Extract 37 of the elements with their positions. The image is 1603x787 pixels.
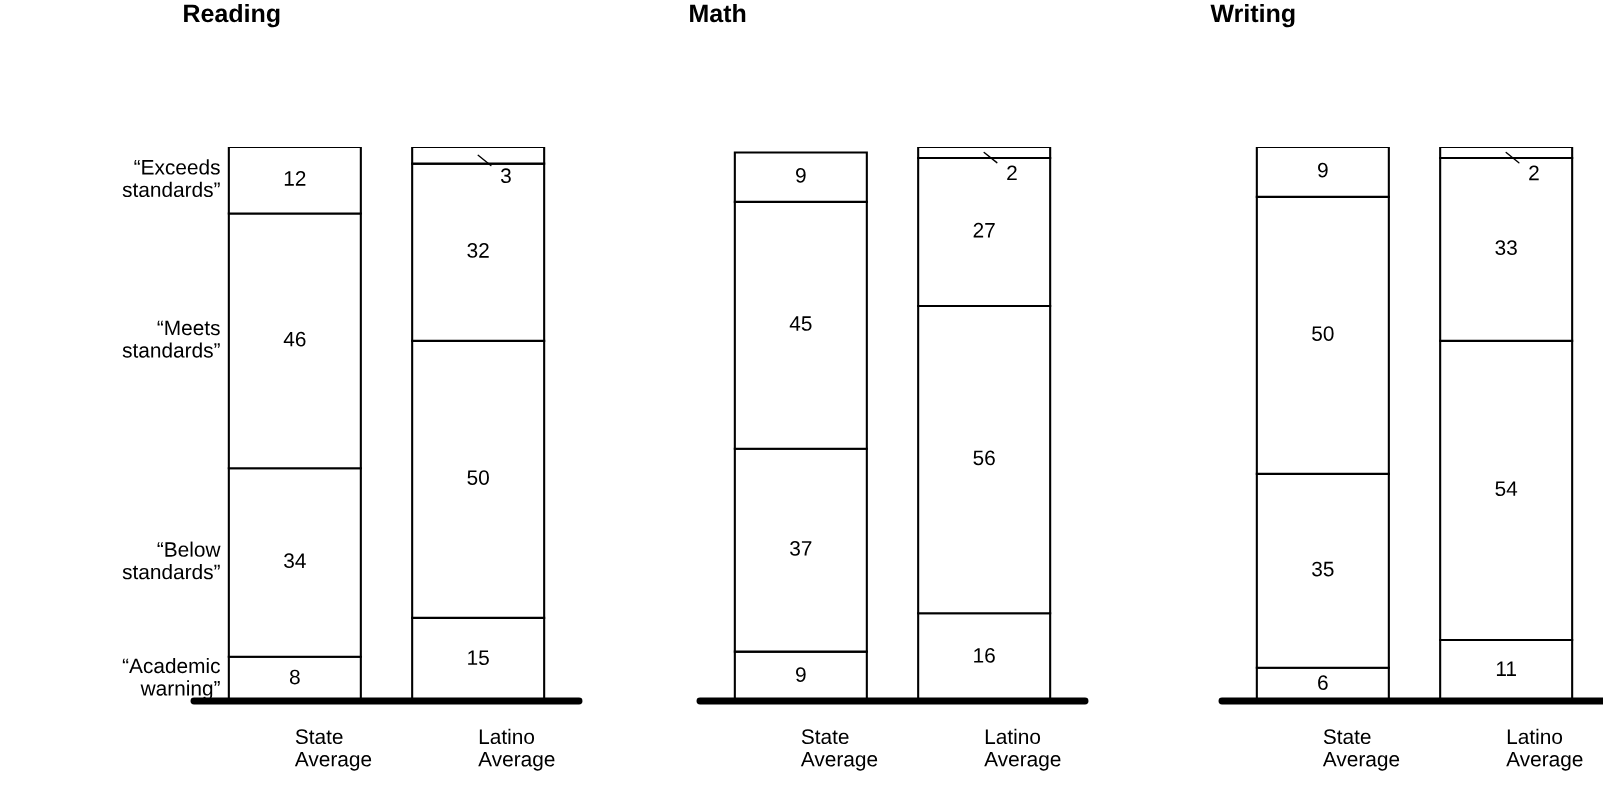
x-tick-label: State Average (800, 729, 878, 771)
data-label: 27 (973, 222, 995, 238)
data-label: 2 (1007, 165, 1017, 181)
chart-title: Writing (1210, 3, 1295, 28)
data-label: 50 (467, 470, 489, 485)
data-label: 45 (789, 316, 812, 331)
data-label: 3 (500, 168, 511, 184)
data-label: 6 (1318, 675, 1328, 690)
chart-title: Math (690, 3, 746, 23)
data-label: 16 (974, 647, 995, 663)
data-label: 9 (796, 667, 806, 682)
data-label: 37 (790, 541, 812, 556)
data-label: 11 (1496, 661, 1516, 676)
data-label: 34 (284, 553, 306, 569)
data-label: 33 (1495, 240, 1517, 256)
data-label: 56 (973, 450, 995, 466)
series-label: “Meets standards” (122, 320, 220, 358)
data-label: 50 (1312, 326, 1334, 341)
data-label: 2 (1529, 165, 1539, 181)
data-label: 15 (468, 650, 489, 666)
x-tick-label: State Average (294, 729, 372, 771)
data-label: 9 (1318, 162, 1328, 178)
series-label: “Academic warning” (122, 657, 220, 700)
x-tick-label: State Average (1322, 729, 1400, 771)
data-label: 9 (796, 168, 806, 183)
x-tick-label: Latino Average (984, 728, 1061, 771)
data-label: 12 (284, 171, 306, 186)
x-tick-label: Latino Average (1506, 728, 1583, 771)
x-tick-label: Latino Average (478, 728, 555, 771)
series-label: “Exceeds standards” (122, 159, 220, 198)
data-label: 46 (283, 331, 306, 347)
data-label: 35 (1312, 561, 1334, 577)
data-label: 54 (1495, 481, 1518, 497)
data-label: 8 (289, 669, 300, 685)
data-label: 32 (467, 243, 489, 258)
series-label: “Below standards” (122, 541, 221, 580)
chart-title: Reading (184, 3, 280, 28)
